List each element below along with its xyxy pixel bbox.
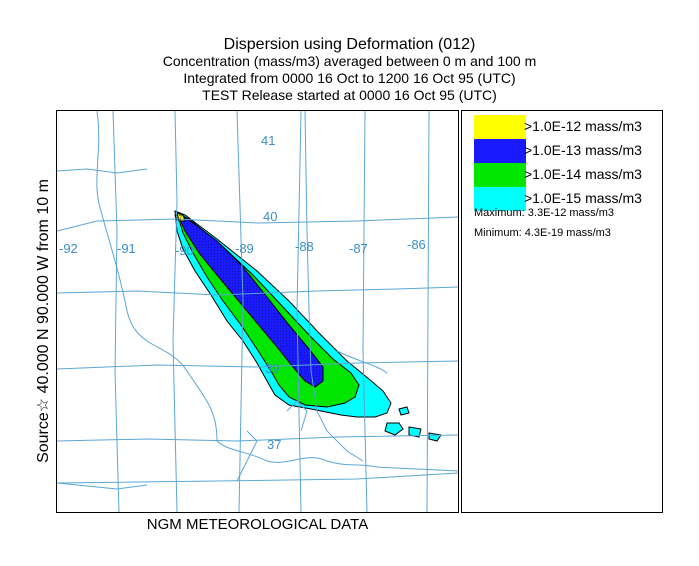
plot-header: Dispersion using Deformation (012) Conce… (0, 36, 699, 104)
lon-label: -90 (175, 243, 194, 258)
lon-label: -86 (407, 237, 426, 252)
lat-label: 39 (265, 361, 279, 376)
legend-item: >1.0E-14 mass/m3 (474, 163, 662, 187)
concentration-subtitle: Concentration (mass/m3) averaged between… (162, 53, 537, 69)
lon-label: -89 (235, 241, 254, 256)
lat-label: 40 (263, 209, 277, 224)
legend-item: >1.0E-12 mass/m3 (474, 115, 662, 139)
release-start: TEST Release started at 0000 16 Oct 95 (… (202, 87, 497, 103)
legend-label: >1.0E-14 mass/m3 (524, 166, 642, 182)
map-canvas: -92 -91 -90 -89 -88 -87 -86 41 40 39 37 … (57, 111, 458, 512)
legend-swatch (474, 139, 526, 163)
contour-1e-13-dots (177, 213, 323, 387)
contour-1e-15-fragments (384, 406, 442, 442)
map-boundaries (57, 111, 458, 512)
lat-label: 37 (267, 437, 281, 452)
lon-label: -87 (349, 241, 368, 256)
meteorological-data-label: NGM METEOROLOGICAL DATA (146, 516, 369, 533)
legend-label: >1.0E-13 mass/m3 (524, 142, 642, 158)
legend-swatch (474, 187, 526, 211)
integration-period: Integrated from 0000 16 Oct to 1200 16 O… (183, 70, 516, 86)
legend-swatch (474, 163, 526, 187)
lon-label: -91 (117, 241, 136, 256)
plot-title: Dispersion using Deformation (012) (223, 36, 476, 53)
source-location-label: Source☆ 40.000 N 90.000 W from 10 m (35, 179, 52, 463)
legend-item: >1.0E-15 mass/m3 (474, 187, 662, 211)
longitude-labels: -92 -91 -90 -89 -88 -87 -86 (59, 237, 426, 258)
lat-label: 41 (261, 133, 275, 148)
maximum-value: Maximum: 3.3E-12 mass/m3 (474, 207, 614, 219)
lon-label: -88 (295, 239, 314, 254)
legend-label: >1.0E-12 mass/m3 (524, 118, 642, 134)
latitude-labels: 41 40 39 37 (261, 133, 281, 452)
legend: >1.0E-12 mass/m3 >1.0E-13 mass/m3 >1.0E-… (461, 110, 663, 513)
minimum-value: Minimum: 4.3E-19 mass/m3 (474, 227, 611, 239)
dispersion-map: -92 -91 -90 -89 -88 -87 -86 41 40 39 37 … (56, 110, 459, 513)
source-marker-icon: ☆ (173, 210, 184, 224)
lon-label: -92 (59, 241, 78, 256)
legend-label: >1.0E-15 mass/m3 (524, 190, 642, 206)
legend-item: >1.0E-13 mass/m3 (474, 139, 662, 163)
plume-contours (174, 210, 442, 442)
legend-swatch (474, 115, 526, 139)
